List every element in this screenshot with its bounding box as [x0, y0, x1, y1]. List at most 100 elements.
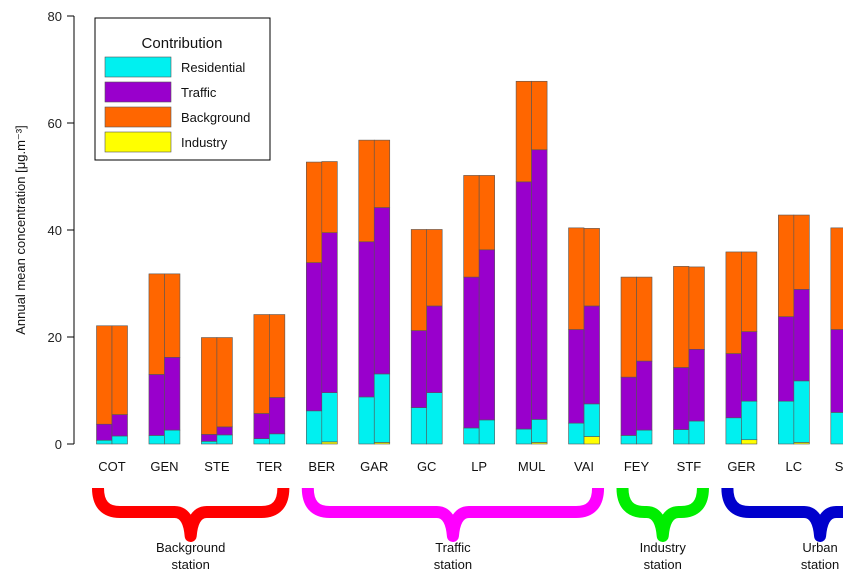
- bar-left-traffic: [148, 374, 165, 436]
- bar-pair-gar: [358, 139, 391, 445]
- bar-right-residential: [636, 429, 653, 445]
- bar-left-background: [253, 314, 270, 414]
- bar-right-traffic: [583, 305, 600, 405]
- group-label-line1: Urban: [802, 540, 837, 555]
- bar-left-background: [515, 80, 532, 183]
- bar-pair-stf: [673, 266, 705, 445]
- x-tick-label: FEY: [624, 459, 650, 474]
- bar-right-residential: [793, 380, 810, 443]
- legend-label-traffic: Traffic: [181, 85, 217, 100]
- bar-left-residential: [358, 396, 375, 445]
- x-tick-label: LP: [471, 459, 487, 474]
- bar-left-background: [568, 227, 585, 330]
- group-label-line2: station: [434, 557, 472, 572]
- bar-right-traffic: [793, 289, 810, 382]
- bar-right-traffic: [636, 360, 653, 431]
- group-brace: [301, 487, 605, 542]
- y-tick: 40: [48, 223, 74, 238]
- bar-left-traffic: [830, 329, 843, 413]
- bar-pair-cot: [96, 325, 128, 445]
- bar-left-traffic: [201, 434, 218, 442]
- bar-right-industry: [741, 439, 758, 445]
- bar-pair-fey: [620, 276, 653, 445]
- bar-pair-vai: [568, 227, 600, 445]
- y-tick: 0: [55, 437, 74, 452]
- bar-left-residential: [96, 439, 113, 445]
- bar-right-residential: [531, 419, 548, 443]
- group-label-line1: Background: [156, 540, 225, 555]
- bar-right-background: [531, 80, 548, 151]
- bar-pair-lp: [463, 175, 495, 445]
- bar-right-background: [164, 273, 181, 358]
- bars: [96, 80, 843, 445]
- bar-left-traffic: [620, 376, 637, 436]
- bar-left-background: [96, 325, 113, 425]
- bar-right-traffic: [321, 232, 338, 393]
- station-group: Industry station: [616, 487, 709, 572]
- bar-right-residential: [164, 429, 181, 445]
- x-tick-label: TER: [256, 459, 282, 474]
- bar-left-traffic: [253, 413, 270, 439]
- x-tick-label: COT: [98, 459, 126, 474]
- bar-right-residential: [741, 400, 758, 441]
- bar-left-residential: [778, 400, 795, 445]
- bar-left-background: [620, 276, 637, 378]
- legend-swatch-residential: [104, 56, 172, 78]
- x-tick-label: GER: [727, 459, 755, 474]
- group-brace: [92, 487, 290, 542]
- group-label-line2: station: [644, 557, 682, 572]
- bar-pair-ste: [201, 337, 233, 445]
- bar-right-background: [373, 139, 391, 208]
- bar-pair-ber: [305, 161, 338, 445]
- bar-left-residential: [620, 435, 637, 445]
- bar-pair-mul: [515, 80, 548, 445]
- category-labels: COT GEN STE TER BER GAR GC LP MUL VAI FEY STF GER LC S…: [98, 459, 843, 474]
- bar-left-background: [410, 229, 428, 331]
- bar-left-background: [148, 273, 165, 375]
- y-tick-label: 0: [55, 437, 62, 452]
- group-label-line1: Traffic: [435, 540, 471, 555]
- bar-right-background: [111, 325, 128, 415]
- bar-left-traffic: [568, 329, 585, 424]
- bar-left-traffic: [725, 353, 742, 419]
- legend: Contribution Residential Traffic Backgroun…: [94, 17, 271, 161]
- bar-right-industry: [321, 441, 338, 445]
- bar-right-residential: [583, 403, 600, 437]
- bar-pair-lc: [778, 214, 810, 445]
- bar-right-residential: [321, 392, 338, 443]
- bar-right-background: [426, 229, 443, 307]
- legend-label-industry: Industry: [181, 135, 228, 150]
- x-tick-label: BER: [308, 459, 335, 474]
- bar-left-background: [778, 214, 795, 317]
- x-tick-label: STJ: [835, 459, 843, 474]
- bar-right-background: [688, 266, 705, 350]
- bar-right-residential: [111, 435, 128, 445]
- bar-pair-gc: [410, 229, 443, 445]
- bar-left-residential: [830, 412, 843, 445]
- bar-left-background: [201, 337, 218, 435]
- bar-left-residential: [515, 428, 532, 445]
- bar-left-residential: [673, 429, 690, 445]
- y-axis-label: Annual mean concentration [μg.m⁻³]: [13, 125, 28, 334]
- bar-left-residential: [253, 438, 270, 445]
- bar-left-residential: [410, 407, 428, 445]
- bar-left-residential: [148, 435, 165, 445]
- bar-left-traffic: [410, 330, 428, 408]
- x-tick-label: VAI: [574, 459, 594, 474]
- bar-right-traffic: [373, 207, 391, 375]
- x-tick-label: GAR: [360, 459, 388, 474]
- bar-pair-stj: [830, 227, 843, 445]
- bar-right-background: [636, 276, 653, 362]
- legend-swatch-traffic: [104, 81, 172, 103]
- y-tick-label: 60: [48, 116, 62, 131]
- bar-left-background: [358, 139, 375, 243]
- group-brace: [616, 487, 709, 542]
- legend-title: Contribution: [142, 35, 223, 52]
- bar-right-traffic: [216, 426, 233, 436]
- group-label-line2: station: [172, 557, 210, 572]
- bar-left-background: [673, 266, 690, 368]
- x-tick-label: STF: [677, 459, 702, 474]
- bar-right-background: [321, 161, 338, 233]
- bar-left-residential: [463, 427, 480, 445]
